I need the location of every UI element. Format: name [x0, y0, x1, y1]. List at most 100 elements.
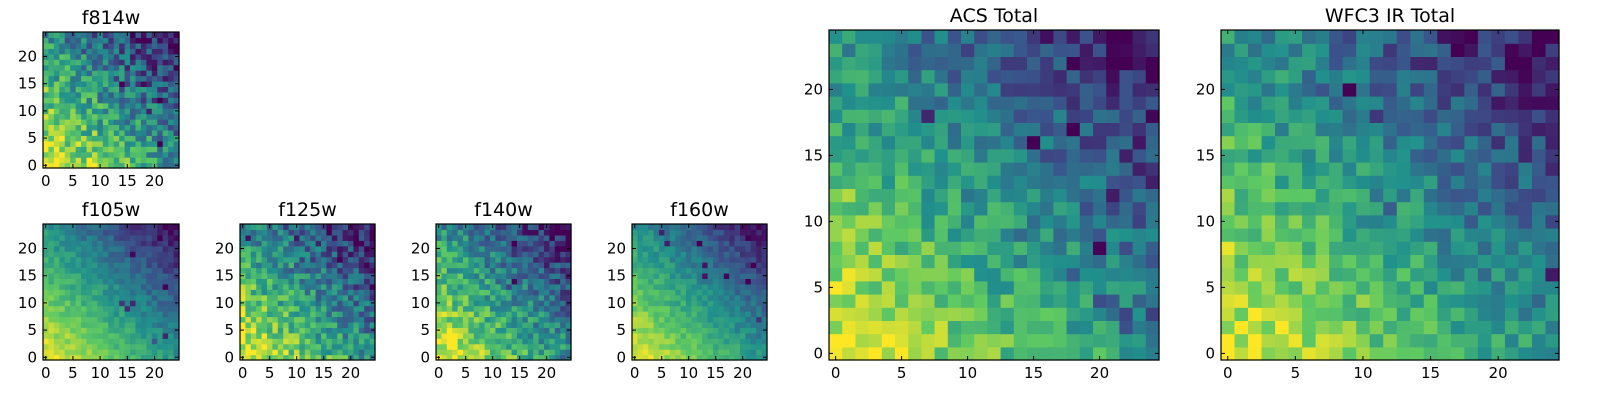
heatmap-cell [1106, 56, 1120, 71]
heatmap-cell [53, 162, 60, 169]
heatmap-cell [1248, 162, 1263, 176]
heatmap-cell [1053, 228, 1068, 242]
heatmap-cell [1000, 320, 1015, 335]
heatmap-cell [261, 343, 268, 350]
heatmap-cell [1119, 241, 1134, 255]
heatmap-cell [1302, 254, 1317, 269]
heatmap-cell [70, 135, 77, 142]
heatmap-cell [267, 300, 273, 307]
heatmap-cell [288, 321, 295, 328]
heatmap-cell [1342, 109, 1357, 123]
heatmap-cell [1066, 241, 1081, 255]
heatmap-cell [1248, 267, 1263, 282]
heatmap-cell [554, 234, 561, 241]
heatmap-cell [75, 272, 82, 279]
heatmap-cell [277, 311, 284, 318]
heatmap-cell [1356, 122, 1371, 137]
heatmap-cell [855, 320, 870, 335]
heatmap-cell [452, 343, 459, 350]
heatmap-cell [119, 70, 126, 77]
heatmap-cell [102, 135, 109, 142]
heatmap-cell [761, 289, 768, 296]
heatmap-cell [1545, 228, 1560, 242]
heatmap-cell [70, 119, 77, 126]
heatmap-cell [1491, 175, 1506, 189]
heatmap-cell [43, 86, 50, 93]
heatmap-cell [517, 305, 523, 312]
heatmap-cell [1221, 122, 1236, 137]
heatmap-cell [565, 278, 572, 285]
heatmap-cell [1275, 162, 1290, 176]
heatmap-cell [64, 327, 71, 334]
heatmap-cell [1119, 109, 1134, 123]
heatmap-cell [855, 56, 870, 71]
heatmap-cell [1000, 109, 1015, 123]
heatmap-cell [1518, 96, 1533, 110]
heatmap-cell [369, 262, 376, 269]
heatmap-cell [974, 43, 988, 57]
heatmap-cell [1491, 82, 1506, 97]
heatmap-cell [130, 311, 137, 318]
heatmap-cell [48, 108, 55, 115]
heatmap-cell [934, 307, 949, 321]
heatmap-cell [1302, 162, 1317, 176]
heatmap-cell [680, 240, 687, 247]
heatmap-cell [1221, 148, 1236, 163]
heatmap-cell [43, 124, 50, 131]
heatmap-cell [130, 354, 137, 361]
heatmap-cell [245, 316, 252, 323]
heatmap-cell [157, 129, 164, 136]
heatmap-cell [1396, 43, 1411, 57]
heatmap-cell [157, 91, 164, 98]
heatmap-cell [86, 283, 93, 290]
heatmap-cell [517, 251, 523, 258]
heatmap-cell [1356, 307, 1371, 321]
heatmap-cell [326, 294, 333, 301]
heatmap-cell [1464, 228, 1479, 242]
heatmap-cell [369, 267, 376, 274]
heatmap-cell [1248, 214, 1263, 229]
heatmap-cell [1423, 333, 1438, 348]
heatmap-cell [91, 338, 98, 345]
heatmap-cell [43, 37, 50, 44]
heatmap-cell [369, 256, 376, 263]
heatmap-cell [527, 251, 534, 258]
heatmap-cell [124, 338, 131, 345]
heatmap-cell [130, 48, 137, 55]
heatmap-cell [91, 102, 98, 109]
heatmap-cell [934, 175, 949, 189]
heatmap-cell [113, 91, 120, 98]
heatmap-cell [75, 146, 82, 153]
heatmap-cell [102, 245, 109, 252]
heatmap-cell [53, 349, 60, 356]
heatmap-cell [511, 321, 518, 328]
heatmap-cell [348, 234, 354, 241]
heatmap-cell [86, 124, 93, 131]
heatmap-cell [1000, 69, 1015, 84]
x-tick-label: 20 [145, 364, 164, 382]
heatmap-cell [108, 354, 115, 361]
heatmap-cell [1106, 188, 1120, 203]
heatmap-cell [240, 267, 246, 274]
heatmap-cell [484, 256, 491, 263]
heatmap-cell [511, 256, 518, 263]
x-tick-label: 15 [706, 364, 725, 382]
heatmap-cell [642, 311, 649, 318]
heatmap-cell [140, 113, 147, 120]
heatmap-cell [1477, 188, 1492, 203]
heatmap-cell [321, 229, 327, 236]
heatmap-cell [326, 251, 333, 258]
heatmap-cell [1491, 333, 1506, 348]
axes-frame [828, 29, 1160, 361]
heatmap-cell [974, 280, 988, 295]
heatmap-cell [91, 124, 98, 131]
heatmap-cell [659, 332, 665, 339]
heatmap-cell [632, 234, 638, 241]
heatmap-cell [895, 254, 909, 269]
heatmap-cell [113, 289, 120, 296]
heatmap-cell [1040, 267, 1054, 282]
heatmap-cell [745, 311, 752, 318]
heatmap-cell [987, 228, 1002, 242]
heatmap-cell [70, 300, 77, 307]
heatmap-cell [538, 289, 545, 296]
